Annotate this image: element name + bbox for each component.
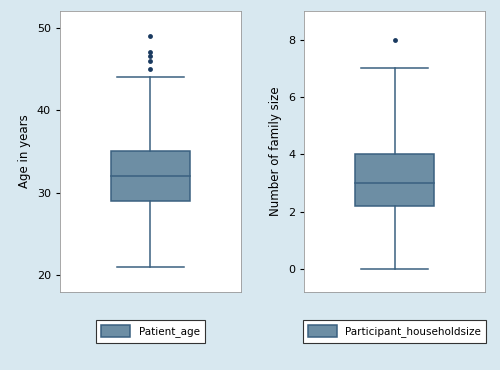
Legend: Patient_age: Patient_age	[96, 320, 205, 343]
FancyBboxPatch shape	[111, 151, 190, 201]
FancyBboxPatch shape	[356, 154, 434, 206]
Y-axis label: Age in years: Age in years	[18, 114, 32, 188]
Legend: Participant_householdsize: Participant_householdsize	[302, 320, 486, 343]
Y-axis label: Number of family size: Number of family size	[270, 87, 282, 216]
